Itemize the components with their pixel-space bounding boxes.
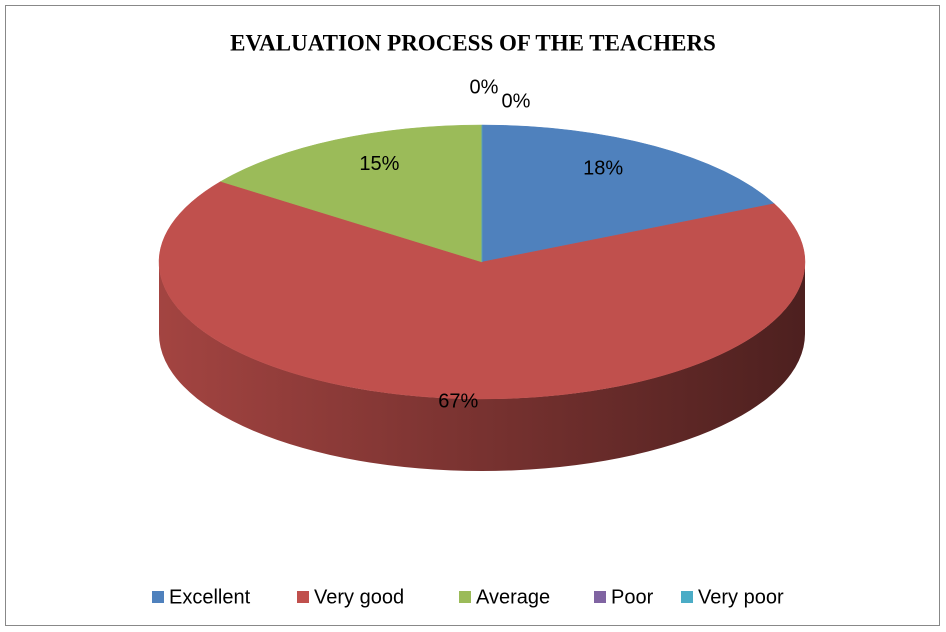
legend-label: Excellent [169, 586, 251, 608]
data-label: 67% [438, 391, 478, 413]
pie-slice [220, 124, 483, 263]
chart-title: EVALUATION PROCESS OF THE TEACHERS [230, 30, 716, 55]
legend-label: Poor [611, 586, 654, 608]
data-label: 18% [583, 157, 623, 179]
legend-swatch [152, 591, 164, 603]
pie-slice [158, 181, 806, 400]
legend-swatch [297, 591, 309, 603]
pie-side [159, 262, 805, 471]
legend-label: Very good [314, 586, 404, 608]
legend-label: Very poor [698, 586, 784, 608]
data-label: 0% [502, 90, 531, 112]
legend-label: Average [476, 586, 550, 608]
data-label: 0% [470, 76, 499, 98]
pie-slice [481, 124, 775, 263]
legend-swatch [594, 591, 606, 603]
legend-swatch [681, 591, 693, 603]
data-label: 15% [359, 153, 399, 175]
legend-swatch [459, 591, 471, 603]
